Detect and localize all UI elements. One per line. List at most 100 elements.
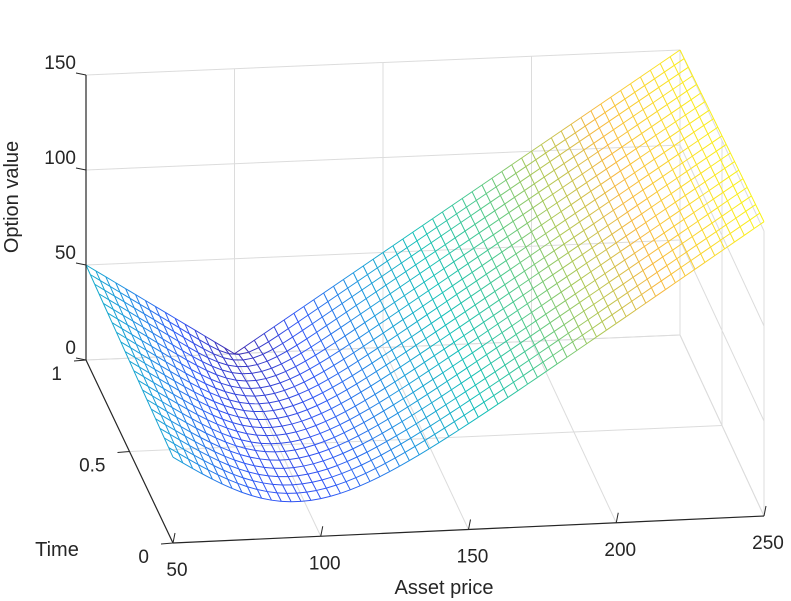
mesh-line-x [386, 253, 398, 262]
mesh-line-x [435, 404, 447, 412]
mesh-line-x [176, 416, 187, 424]
mesh-line-t [456, 213, 462, 223]
mesh-line-x [329, 350, 340, 358]
mesh-line-x [545, 226, 556, 235]
z-tick-label: 100 [44, 148, 76, 169]
mesh-line-x [473, 241, 484, 249]
mesh-line-x [447, 270, 459, 278]
mesh-line-t [628, 107, 634, 117]
mesh-line-t [185, 422, 192, 433]
mesh-line-x [312, 479, 323, 483]
mesh-line-t [453, 261, 459, 271]
mesh-line-x [412, 225, 423, 233]
mesh-line-t [431, 402, 437, 412]
mesh-line-t [611, 233, 617, 244]
mesh-line-x [342, 448, 354, 454]
mesh-line-t [474, 224, 480, 234]
mesh-line-t [156, 405, 162, 416]
mesh-line-x [614, 179, 625, 187]
mesh-line-x [181, 363, 192, 370]
mesh-line-t [714, 174, 720, 184]
mesh-line-t [535, 240, 541, 250]
mesh-line-x [589, 288, 600, 297]
mesh-line-x [205, 432, 217, 439]
mesh-line-x [668, 234, 679, 242]
mesh-line-t [151, 346, 157, 357]
mesh-line-t [650, 206, 657, 216]
mesh-line-t [405, 271, 411, 281]
mesh-line-x [628, 100, 640, 109]
mesh-line-t [322, 460, 328, 470]
mesh-line-t [418, 377, 424, 387]
mesh-line-t [307, 314, 313, 324]
mesh-line-x [295, 428, 307, 433]
mesh-line-x [387, 412, 399, 420]
mesh-line-x [517, 222, 528, 231]
mesh-line-x [672, 82, 683, 90]
mesh-line-x [620, 83, 631, 91]
mesh-line-x [465, 384, 476, 393]
mesh-line-t [114, 295, 120, 306]
mesh-line-t [636, 285, 643, 295]
mesh-line-t [582, 334, 588, 344]
mesh-line-x [117, 318, 128, 326]
mesh-line-t [131, 334, 137, 345]
mesh-line-t [659, 224, 665, 234]
mesh-line-x [228, 413, 239, 418]
mesh-line-x [428, 283, 439, 292]
mesh-line-x [649, 223, 661, 232]
mesh-line-x [283, 405, 294, 410]
mesh-line-t [526, 303, 533, 313]
mesh-line-x [260, 385, 271, 389]
mesh-line-x [307, 405, 318, 411]
mesh-line-t [713, 118, 719, 128]
mesh-line-x [517, 383, 528, 392]
mesh-line-x [480, 201, 491, 210]
mesh-line-x [662, 88, 674, 97]
mesh-line-x [562, 260, 573, 269]
mesh-line-x [150, 408, 162, 416]
mesh-line-x [615, 235, 627, 244]
mesh-line-x [511, 318, 523, 327]
mesh-line-x [331, 403, 342, 410]
mesh-line-t [166, 348, 172, 359]
mesh-line-x [634, 165, 645, 174]
mesh-line-x [319, 356, 330, 364]
mesh-line-x [724, 241, 735, 250]
mesh-line-x [601, 314, 613, 323]
mesh-line-t [415, 345, 421, 355]
mesh-line-x [155, 355, 167, 363]
mesh-line-x [508, 205, 520, 214]
mesh-line-x [167, 397, 178, 405]
mesh-line-t [610, 257, 616, 268]
mesh-line-x [291, 420, 302, 425]
mesh-line-t [242, 359, 248, 367]
mesh-line-x [707, 126, 719, 135]
mesh-line-x [718, 176, 730, 185]
mesh-line-t [552, 274, 558, 284]
mesh-line-t [660, 280, 666, 290]
mesh-line-x [518, 279, 530, 287]
mesh-line-x [385, 277, 397, 286]
mesh-line-x [498, 212, 510, 220]
mesh-line-x [476, 273, 487, 282]
mesh-line-x [642, 182, 654, 191]
mesh-line-t [566, 195, 572, 205]
mesh-line-x [305, 425, 317, 430]
mesh-line-x [177, 340, 189, 348]
mesh-line-x [377, 418, 389, 426]
mesh-line-x [283, 312, 295, 321]
z-tick-label: 0 [65, 338, 76, 359]
mesh-line-x [337, 287, 348, 296]
mesh-line-x [98, 293, 110, 301]
mesh-line-t [565, 300, 571, 310]
mesh-line-t [567, 333, 574, 343]
mesh-line-x [162, 338, 173, 346]
mesh-line-t [656, 272, 662, 282]
mesh-line-t [221, 369, 227, 379]
mesh-line-t [263, 467, 269, 477]
mesh-line-t [639, 237, 645, 247]
mesh-line-x [474, 217, 486, 225]
mesh-line-t [548, 185, 554, 195]
